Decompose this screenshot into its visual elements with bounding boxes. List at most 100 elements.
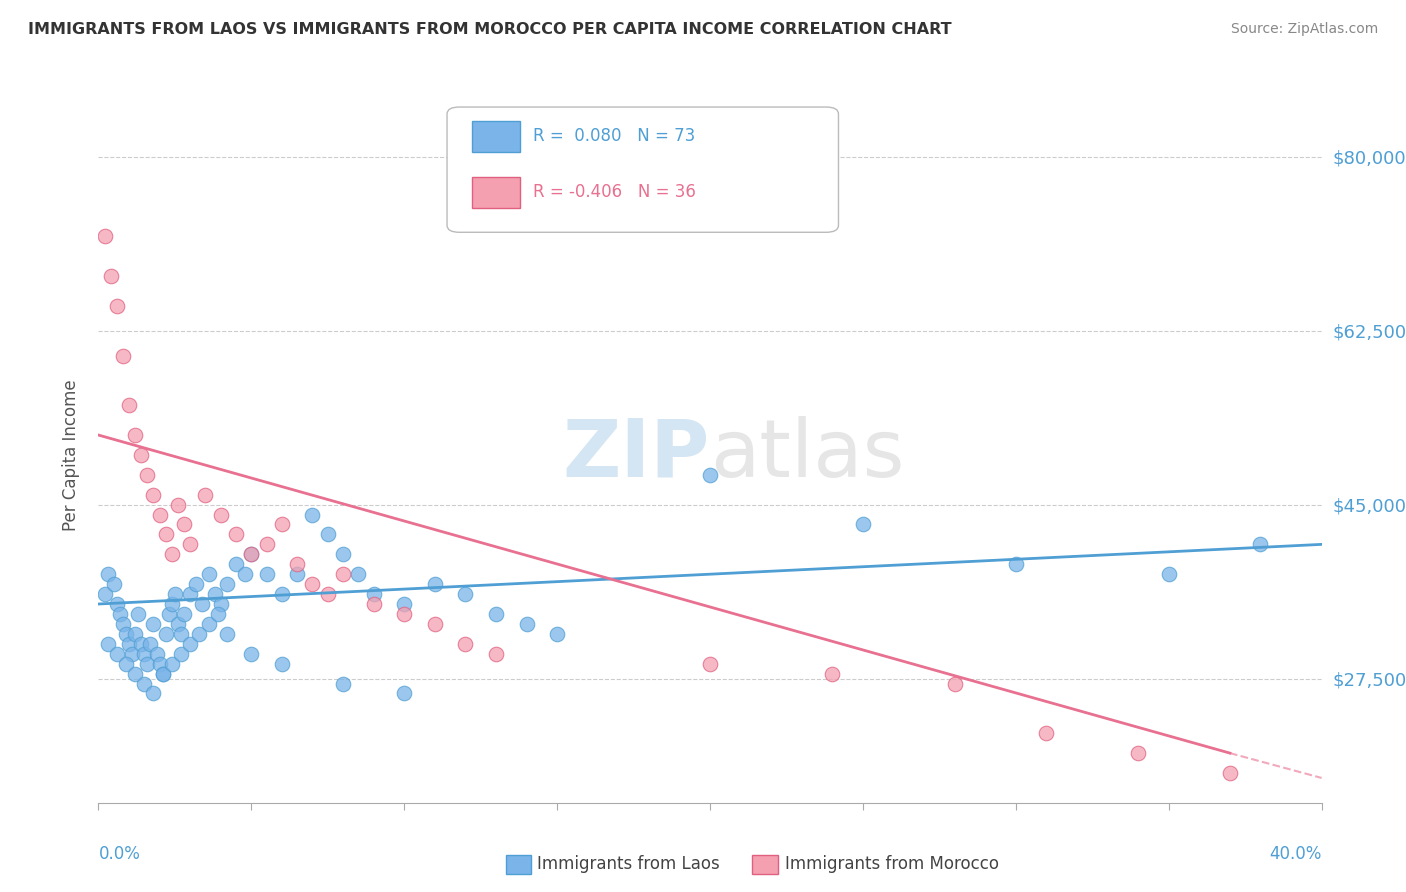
Point bbox=[1004, 558, 1026, 572]
Point bbox=[136, 657, 159, 671]
Point bbox=[155, 527, 177, 541]
Point bbox=[173, 517, 195, 532]
Point bbox=[285, 567, 308, 582]
Point bbox=[516, 616, 538, 631]
Point bbox=[1157, 567, 1180, 582]
Bar bbox=[471, 121, 520, 153]
Point bbox=[207, 607, 229, 621]
Point bbox=[256, 567, 278, 582]
Point bbox=[124, 627, 146, 641]
Point bbox=[301, 508, 323, 522]
Point bbox=[145, 647, 167, 661]
Point bbox=[103, 577, 125, 591]
Bar bbox=[471, 177, 520, 208]
Point bbox=[821, 666, 844, 681]
Point bbox=[108, 607, 131, 621]
Point bbox=[256, 537, 278, 551]
Point bbox=[270, 587, 292, 601]
Point bbox=[392, 686, 416, 700]
Point bbox=[124, 428, 146, 442]
Point bbox=[392, 607, 416, 621]
Point bbox=[170, 627, 193, 641]
Point bbox=[240, 647, 263, 661]
Point bbox=[149, 508, 172, 522]
Point bbox=[332, 676, 354, 690]
Point bbox=[454, 587, 477, 601]
Point bbox=[225, 527, 247, 541]
Point bbox=[170, 647, 193, 661]
Point bbox=[134, 676, 156, 690]
Point bbox=[129, 448, 152, 462]
Point bbox=[316, 527, 339, 541]
Point bbox=[179, 587, 201, 601]
Point bbox=[136, 467, 159, 482]
Text: 0.0%: 0.0% bbox=[98, 845, 141, 863]
Point bbox=[152, 666, 174, 681]
Point bbox=[142, 616, 165, 631]
Point bbox=[115, 627, 138, 641]
Point bbox=[179, 637, 201, 651]
Point bbox=[197, 616, 219, 631]
Point bbox=[194, 488, 217, 502]
Point bbox=[285, 558, 308, 572]
Point bbox=[363, 597, 385, 611]
Point bbox=[118, 637, 141, 651]
Point bbox=[546, 627, 568, 641]
Point bbox=[191, 597, 214, 611]
Point bbox=[1249, 537, 1271, 551]
Point bbox=[347, 567, 370, 582]
Point bbox=[105, 647, 128, 661]
Point bbox=[105, 299, 128, 313]
Point bbox=[152, 666, 174, 681]
Point bbox=[127, 607, 149, 621]
Point bbox=[142, 686, 165, 700]
Point bbox=[852, 517, 875, 532]
Point bbox=[167, 498, 190, 512]
Point bbox=[225, 558, 247, 572]
Point bbox=[188, 627, 211, 641]
Point bbox=[270, 657, 292, 671]
Point bbox=[485, 647, 508, 661]
Point bbox=[93, 229, 115, 244]
Point bbox=[454, 637, 477, 651]
Point bbox=[240, 547, 263, 561]
Point bbox=[215, 577, 238, 591]
Point bbox=[155, 627, 177, 641]
Point bbox=[423, 577, 446, 591]
Point bbox=[142, 488, 165, 502]
Point bbox=[160, 547, 183, 561]
Point bbox=[209, 597, 232, 611]
Text: R =  0.080   N = 73: R = 0.080 N = 73 bbox=[533, 128, 695, 145]
Point bbox=[215, 627, 238, 641]
Point bbox=[97, 637, 120, 651]
Point bbox=[332, 567, 354, 582]
Point bbox=[111, 349, 134, 363]
Point bbox=[115, 657, 138, 671]
Point bbox=[121, 647, 143, 661]
Point bbox=[134, 647, 156, 661]
Text: Immigrants from Morocco: Immigrants from Morocco bbox=[785, 855, 998, 873]
Point bbox=[105, 597, 128, 611]
Point bbox=[160, 657, 183, 671]
Point bbox=[699, 657, 721, 671]
Point bbox=[157, 607, 180, 621]
Point bbox=[186, 577, 208, 591]
Point bbox=[485, 607, 508, 621]
Point bbox=[392, 597, 416, 611]
Point bbox=[118, 398, 141, 412]
Text: atlas: atlas bbox=[710, 416, 904, 494]
Point bbox=[301, 577, 323, 591]
Point bbox=[163, 587, 186, 601]
Point bbox=[1128, 746, 1150, 760]
Point bbox=[1035, 726, 1057, 740]
Point bbox=[93, 587, 115, 601]
Point bbox=[209, 508, 232, 522]
Point bbox=[179, 537, 201, 551]
Point bbox=[197, 567, 219, 582]
Point bbox=[363, 587, 385, 601]
Point bbox=[204, 587, 226, 601]
Point bbox=[316, 587, 339, 601]
Point bbox=[173, 607, 195, 621]
Text: Source: ZipAtlas.com: Source: ZipAtlas.com bbox=[1230, 22, 1378, 37]
Point bbox=[97, 567, 120, 582]
